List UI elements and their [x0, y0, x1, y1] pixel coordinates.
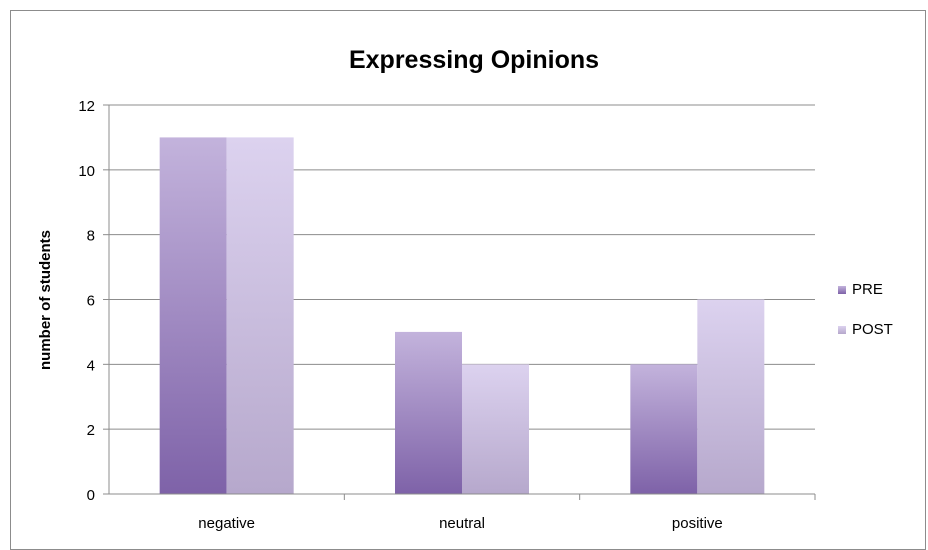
y-tick-label: 12 — [78, 98, 95, 115]
y-tick-label: 0 — [87, 487, 95, 504]
bar-chart: Expressing Opinions number of students 0… — [37, 46, 893, 532]
legend-label-post: POST — [852, 321, 893, 338]
x-tick-label: neutral — [439, 515, 485, 532]
bars — [159, 137, 765, 494]
bar-post-neutral — [462, 364, 529, 494]
legend-swatch-post — [838, 326, 846, 334]
bar-pre-negative — [159, 137, 227, 494]
y-tick-label: 10 — [78, 163, 95, 180]
y-tick-label: 4 — [87, 357, 95, 374]
legend: PRE POST — [838, 281, 893, 338]
y-tick-label: 6 — [87, 293, 95, 310]
y-axis-label: number of students — [37, 230, 54, 370]
bar-pre-positive — [630, 364, 698, 494]
x-tick-label: negative — [198, 515, 255, 532]
x-tick-label: positive — [672, 515, 723, 532]
legend-label-pre: PRE — [852, 281, 883, 298]
tick-labels: 0 2 4 6 8 10 12 negative neutral positive — [78, 98, 722, 532]
legend-swatch-pre — [838, 286, 846, 294]
axes — [103, 104, 816, 500]
y-tick-label: 2 — [87, 422, 95, 439]
y-tick-label: 8 — [87, 228, 95, 245]
bar-post-negative — [226, 137, 294, 494]
chart-title: Expressing Opinions — [349, 46, 599, 74]
bar-post-positive — [697, 299, 765, 494]
bar-pre-neutral — [395, 331, 462, 494]
